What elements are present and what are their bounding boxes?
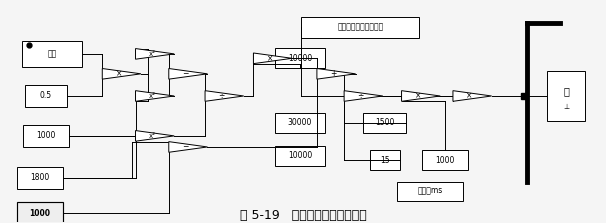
- Text: ÷: ÷: [358, 91, 364, 101]
- Polygon shape: [453, 91, 491, 101]
- FancyBboxPatch shape: [363, 113, 407, 132]
- Polygon shape: [169, 68, 207, 79]
- Text: 10000: 10000: [288, 54, 312, 63]
- FancyBboxPatch shape: [18, 167, 62, 189]
- Text: 10000: 10000: [288, 151, 312, 160]
- Text: x²: x²: [148, 93, 156, 99]
- FancyBboxPatch shape: [18, 202, 62, 223]
- Text: −: −: [182, 142, 188, 151]
- FancyBboxPatch shape: [547, 70, 585, 122]
- Polygon shape: [344, 91, 383, 101]
- FancyBboxPatch shape: [302, 17, 419, 38]
- Polygon shape: [136, 49, 174, 59]
- Polygon shape: [317, 68, 356, 79]
- Text: ÷: ÷: [218, 91, 225, 101]
- Text: 1000: 1000: [435, 156, 454, 165]
- Text: 1500: 1500: [375, 118, 395, 127]
- Text: ×: ×: [267, 54, 273, 63]
- Polygon shape: [136, 91, 174, 101]
- Text: x²: x²: [148, 133, 156, 139]
- Text: ×: ×: [466, 91, 473, 101]
- FancyBboxPatch shape: [275, 113, 325, 132]
- Text: 0.5: 0.5: [40, 91, 52, 101]
- Text: 每个升速梯度所需时间: 每个升速梯度所需时间: [338, 23, 384, 32]
- Text: x²: x²: [148, 51, 156, 57]
- Text: 1800: 1800: [30, 173, 50, 182]
- Text: 30000: 30000: [288, 118, 312, 127]
- Polygon shape: [253, 53, 292, 64]
- Polygon shape: [136, 130, 174, 141]
- Text: −: −: [182, 69, 188, 78]
- FancyBboxPatch shape: [275, 48, 325, 68]
- FancyBboxPatch shape: [397, 182, 463, 201]
- Polygon shape: [402, 91, 440, 101]
- Text: 1000: 1000: [30, 209, 50, 218]
- Text: +: +: [330, 69, 336, 78]
- Text: ×: ×: [116, 69, 122, 78]
- FancyBboxPatch shape: [422, 150, 468, 170]
- Polygon shape: [205, 91, 244, 101]
- FancyBboxPatch shape: [25, 85, 67, 107]
- FancyBboxPatch shape: [275, 146, 325, 166]
- Text: 〜: 〜: [563, 87, 569, 97]
- Text: 1000: 1000: [36, 131, 56, 140]
- Text: 转化为ms: 转化为ms: [418, 187, 442, 196]
- Text: ⊥: ⊥: [563, 104, 569, 110]
- Polygon shape: [102, 68, 141, 79]
- Polygon shape: [169, 142, 207, 152]
- FancyBboxPatch shape: [22, 41, 82, 67]
- Text: 15: 15: [380, 156, 390, 165]
- FancyBboxPatch shape: [370, 150, 400, 170]
- Text: ×: ×: [415, 91, 421, 101]
- Text: 外径: 外径: [47, 49, 57, 58]
- Text: 图 5-19   升速时间间隔算法实现: 图 5-19 升速时间间隔算法实现: [239, 209, 367, 222]
- FancyBboxPatch shape: [24, 125, 68, 147]
